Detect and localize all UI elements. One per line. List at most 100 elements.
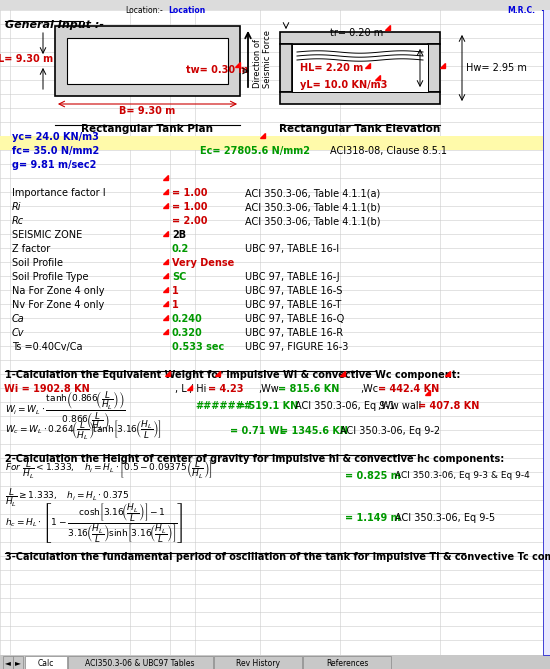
Text: 0.2: 0.2 [172, 244, 189, 254]
Text: ACI 350.3-06, Table 4.1.1(b): ACI 350.3-06, Table 4.1.1(b) [245, 202, 381, 212]
Text: Ec= 27805.6 N/mm2: Ec= 27805.6 N/mm2 [200, 146, 310, 156]
Bar [13, 656, 23, 669]
Text: 2-Calculation the Height of center of gravity for impulsive hi & convective hc c: 2-Calculation the Height of center of gr… [5, 454, 504, 464]
Text: Location:-: Location:- [125, 6, 163, 15]
Polygon shape [163, 287, 168, 292]
Text: yc= 24.0 KN/m3: yc= 24.0 KN/m3 [12, 132, 99, 142]
Text: 1: 1 [172, 286, 179, 296]
Text: $h_c = H_L\cdot\left[1-\dfrac{\cosh\!\left[3.16\!\left(\dfrac{H_L}{L}\right)\rig: $h_c = H_L\cdot\left[1-\dfrac{\cosh\!\le… [5, 501, 184, 545]
Bar [280, 92, 440, 104]
Text: General Input :-: General Input :- [5, 20, 104, 30]
Polygon shape [365, 63, 370, 68]
Text: 1: 1 [172, 300, 179, 310]
Text: Calc: Calc [38, 658, 54, 668]
Text: yL= 10.0 KN/m3: yL= 10.0 KN/m3 [300, 80, 387, 90]
Bar [3, 656, 13, 669]
Text: 0.533 sec: 0.533 sec [172, 342, 224, 352]
Text: #######: ####### [195, 401, 252, 411]
Text: SEISMIC ZONE: SEISMIC ZONE [12, 230, 82, 240]
Bar [68, 656, 213, 669]
Text: ACI 350.3-06, Eq 9-1: ACI 350.3-06, Eq 9-1 [295, 401, 395, 411]
Text: SC: SC [172, 272, 186, 282]
Text: Wi = 1902.8 KN: Wi = 1902.8 KN [4, 384, 90, 394]
Text: Direction of
Seismic Force: Direction of Seismic Force [253, 30, 272, 88]
Text: ACI 350.3-06, Eq 9-2: ACI 350.3-06, Eq 9-2 [340, 426, 440, 436]
Text: References: References [326, 658, 368, 668]
Text: ►: ► [15, 658, 21, 668]
Text: Rectangular Tank Plan: Rectangular Tank Plan [81, 124, 213, 134]
Polygon shape [163, 189, 168, 194]
Text: ◄: ◄ [5, 658, 11, 668]
Polygon shape [163, 203, 168, 208]
Bar [0, 0, 550, 10]
Polygon shape [375, 75, 380, 80]
Polygon shape [163, 301, 168, 306]
Text: Ri: Ri [12, 202, 21, 212]
Text: = 0.71 WL: = 0.71 WL [230, 426, 286, 436]
Text: = 815.6 KN: = 815.6 KN [278, 384, 339, 394]
Text: Z factor: Z factor [12, 244, 50, 254]
Text: Rc: Rc [12, 216, 24, 226]
Polygon shape [445, 371, 450, 376]
Text: ACI 350.3-06, Table 4.1.1(a): ACI 350.3-06, Table 4.1.1(a) [245, 188, 380, 198]
Text: Very Dense: Very Dense [172, 258, 234, 268]
Bar [0, 655, 550, 669]
Polygon shape [163, 273, 168, 278]
Text: Nv For Zone 4 only: Nv For Zone 4 only [12, 300, 104, 310]
Text: = 1345.6 KN: = 1345.6 KN [280, 426, 348, 436]
Text: B= 9.30 m: B= 9.30 m [119, 106, 175, 116]
Text: UBC 97, TABLE 16-I: UBC 97, TABLE 16-I [245, 244, 339, 254]
Polygon shape [163, 315, 168, 320]
Text: UBC 97, TABLE 16-J: UBC 97, TABLE 16-J [245, 272, 340, 282]
Polygon shape [340, 371, 345, 376]
Polygon shape [440, 63, 445, 68]
Bar [25, 656, 67, 669]
Text: M.R.C.: M.R.C. [507, 6, 535, 15]
Text: UBC 97, TABLE 16-R: UBC 97, TABLE 16-R [245, 328, 343, 338]
Text: fc= 35.0 N/mm2: fc= 35.0 N/mm2 [12, 146, 99, 156]
Text: = 1.00: = 1.00 [172, 202, 207, 212]
Bar [292, 44, 428, 92]
Text: Ts =0.40Cv/Ca: Ts =0.40Cv/Ca [12, 342, 82, 352]
Text: $W_i = W_L \cdot \dfrac{\tanh\!\left(0.866\!\left(\dfrac{L}{H_L}\right)\right)}{: $W_i = W_L \cdot \dfrac{\tanh\!\left(0.8… [5, 390, 126, 434]
Text: = 519.1 KN: = 519.1 KN [237, 401, 298, 411]
Bar [214, 656, 302, 669]
Text: ACI 350.3-06, Eq 9-3 & Eq 9-4: ACI 350.3-06, Eq 9-3 & Eq 9-4 [395, 471, 530, 480]
Polygon shape [235, 62, 240, 67]
Polygon shape [165, 371, 170, 376]
Text: $\dfrac{L}{H_L} \geq 1.333,\quad h_i = H_L \cdot 0.375$: $\dfrac{L}{H_L} \geq 1.333,\quad h_i = H… [5, 487, 129, 509]
Polygon shape [163, 231, 168, 236]
Text: 3-Calculation the fundamental period of oscillation of the tank for impulsive Ti: 3-Calculation the fundamental period of … [5, 552, 550, 562]
Text: UBC 97, FIGURE 16-3: UBC 97, FIGURE 16-3 [245, 342, 348, 352]
Bar [67, 38, 228, 84]
Bar [280, 44, 292, 92]
Text: Rectangular Tank Elevation: Rectangular Tank Elevation [279, 124, 441, 134]
Bar [280, 32, 440, 44]
Polygon shape [163, 329, 168, 334]
Bar [543, 0, 550, 655]
Text: ,Ww wall: ,Ww wall [378, 401, 421, 411]
Text: Importance factor I: Importance factor I [12, 188, 106, 198]
Text: tw= 0.30 m: tw= 0.30 m [186, 65, 249, 75]
Text: = 0.825 m: = 0.825 m [345, 471, 401, 481]
Bar [55, 26, 240, 96]
Text: = 4.23: = 4.23 [208, 384, 244, 394]
Text: Hw= 2.95 m: Hw= 2.95 m [466, 63, 527, 73]
Text: ,Wc: ,Wc [360, 384, 378, 394]
Text: 1-Calculation the Equivalent Weight for impulsive Wi & convective Wc component:: 1-Calculation the Equivalent Weight for … [5, 370, 460, 380]
Text: = 1.149 m: = 1.149 m [345, 513, 400, 523]
Text: = 442.4 KN: = 442.4 KN [378, 384, 439, 394]
Text: HL= 2.20 m: HL= 2.20 m [300, 63, 363, 73]
Bar [303, 656, 391, 669]
Text: Ca: Ca [12, 314, 25, 324]
Polygon shape [187, 385, 192, 390]
Bar [428, 44, 440, 92]
Text: L= 9.30 m: L= 9.30 m [0, 54, 53, 64]
Text: g= 9.81 m/sec2: g= 9.81 m/sec2 [12, 160, 96, 170]
Text: = 2.00: = 2.00 [172, 216, 207, 226]
Text: Soil Profile: Soil Profile [12, 258, 63, 268]
Text: Rev History: Rev History [236, 658, 280, 668]
Text: Location: Location [168, 6, 205, 15]
Text: ACI 350.3-06, Table 4.1.1(b): ACI 350.3-06, Table 4.1.1(b) [245, 216, 381, 226]
Text: UBC 97, TABLE 16-S: UBC 97, TABLE 16-S [245, 286, 342, 296]
